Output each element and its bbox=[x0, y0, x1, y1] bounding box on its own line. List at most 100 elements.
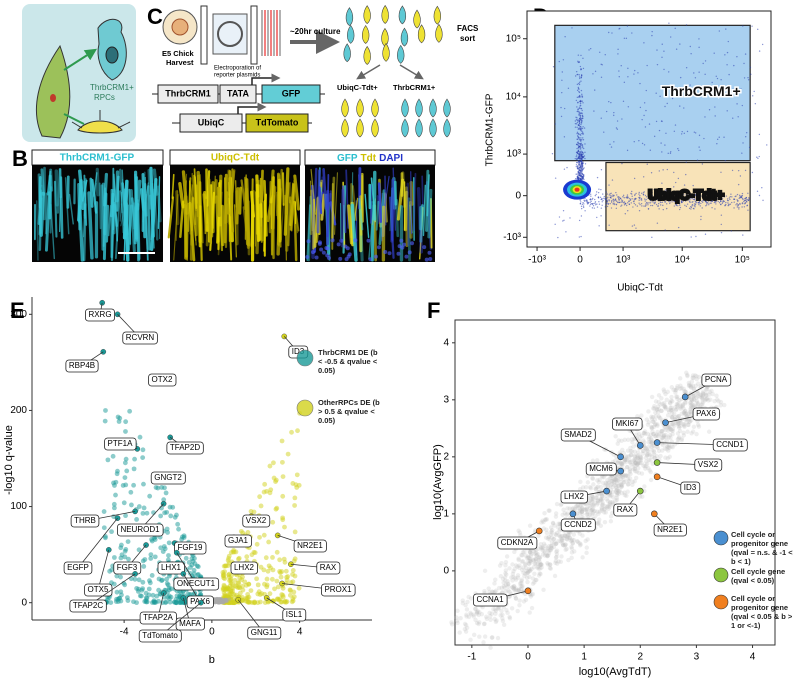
event-dot bbox=[680, 200, 683, 202]
background-gene bbox=[274, 596, 280, 602]
background-gene bbox=[547, 562, 553, 567]
background-gene bbox=[669, 405, 674, 410]
background-gene bbox=[496, 606, 502, 611]
background-gene bbox=[666, 448, 671, 453]
event-dot bbox=[730, 193, 732, 195]
background-gene bbox=[635, 414, 640, 419]
background-gene bbox=[152, 537, 158, 543]
event-dot bbox=[645, 201, 648, 204]
background-gene bbox=[270, 519, 276, 525]
event-dot bbox=[590, 200, 592, 203]
event-dot bbox=[663, 190, 666, 192]
event-dot bbox=[731, 196, 733, 198]
background-gene bbox=[694, 395, 699, 400]
gene-name: CCNA1 bbox=[476, 595, 504, 604]
background-gene bbox=[627, 460, 633, 465]
background-gene bbox=[631, 462, 636, 467]
event-dot bbox=[579, 100, 581, 102]
cell-process bbox=[216, 186, 222, 218]
event-dot bbox=[751, 171, 754, 174]
cell-icon bbox=[363, 5, 371, 25]
background-gene bbox=[663, 427, 668, 433]
dapi-nucleus bbox=[402, 242, 407, 247]
background-gene bbox=[554, 548, 560, 553]
background-gene bbox=[579, 509, 585, 514]
gene-label: NR2E1 bbox=[293, 539, 327, 553]
event-dot bbox=[587, 202, 589, 204]
event-dot bbox=[580, 170, 582, 173]
event-dot bbox=[580, 169, 582, 172]
background-gene bbox=[596, 511, 601, 516]
event-dot bbox=[664, 229, 666, 231]
background-gene bbox=[632, 449, 638, 454]
cell-process bbox=[68, 193, 74, 225]
background-gene bbox=[134, 517, 139, 522]
background-gene bbox=[490, 635, 495, 640]
background-gene bbox=[462, 626, 468, 632]
gene-label: OTX5 bbox=[84, 583, 113, 597]
event-dot bbox=[656, 63, 659, 66]
background-gene bbox=[657, 432, 662, 437]
background-gene bbox=[615, 441, 620, 446]
background-gene bbox=[689, 431, 694, 436]
background-gene bbox=[649, 394, 655, 400]
event-dot bbox=[581, 179, 583, 181]
event-dot bbox=[633, 141, 635, 143]
background-gene bbox=[630, 479, 635, 485]
event-dot bbox=[576, 89, 579, 92]
gene-label: VSX2 bbox=[242, 514, 271, 528]
event-dot bbox=[631, 225, 634, 227]
background-gene bbox=[626, 478, 632, 484]
background-gene bbox=[525, 579, 530, 585]
background-gene bbox=[122, 548, 128, 554]
background-gene bbox=[499, 585, 505, 591]
background-gene bbox=[139, 593, 144, 599]
label: TATA bbox=[227, 88, 249, 98]
background-gene bbox=[167, 596, 172, 602]
event-dot bbox=[578, 114, 580, 116]
background-gene bbox=[599, 506, 605, 512]
background-gene bbox=[675, 383, 680, 389]
event-dot bbox=[575, 165, 578, 168]
background-gene bbox=[613, 489, 619, 494]
background-gene bbox=[140, 455, 146, 461]
event-dot bbox=[594, 204, 597, 206]
event-dot bbox=[577, 60, 579, 63]
cell-icon bbox=[381, 4, 389, 24]
background-gene bbox=[639, 455, 644, 461]
event-dot bbox=[758, 133, 761, 136]
event-dot bbox=[578, 112, 581, 114]
label: E5 Chick bbox=[162, 49, 195, 58]
background-gene bbox=[700, 393, 706, 399]
event-dot bbox=[745, 196, 747, 199]
dapi-nucleus bbox=[400, 245, 405, 250]
cell-process bbox=[242, 206, 247, 232]
background-gene bbox=[538, 562, 543, 567]
background-gene bbox=[538, 562, 543, 567]
background-gene bbox=[658, 453, 663, 459]
event-dot bbox=[606, 202, 608, 205]
background-gene bbox=[704, 387, 710, 392]
background-gene bbox=[624, 473, 629, 478]
event-dot bbox=[746, 198, 748, 201]
gene-label: MKI67 bbox=[612, 417, 643, 431]
label-box bbox=[104, 437, 137, 451]
cell-process bbox=[204, 198, 207, 235]
event-dot bbox=[609, 143, 611, 146]
event-dot bbox=[699, 192, 701, 195]
cell-process bbox=[167, 196, 175, 239]
background-gene bbox=[700, 397, 705, 402]
background-gene bbox=[701, 389, 706, 394]
x-tick-label: 4 bbox=[297, 627, 303, 638]
background-gene bbox=[681, 423, 687, 428]
gene-name: NR2E1 bbox=[297, 541, 323, 550]
background-gene bbox=[545, 536, 551, 541]
gene-name: RBP4B bbox=[69, 361, 95, 370]
background-gene bbox=[526, 561, 532, 566]
event-dot bbox=[643, 191, 645, 193]
event-dot bbox=[580, 80, 582, 82]
event-dot bbox=[645, 203, 647, 205]
background-gene bbox=[562, 542, 568, 547]
background-gene bbox=[627, 468, 633, 473]
background-gene bbox=[535, 564, 541, 570]
